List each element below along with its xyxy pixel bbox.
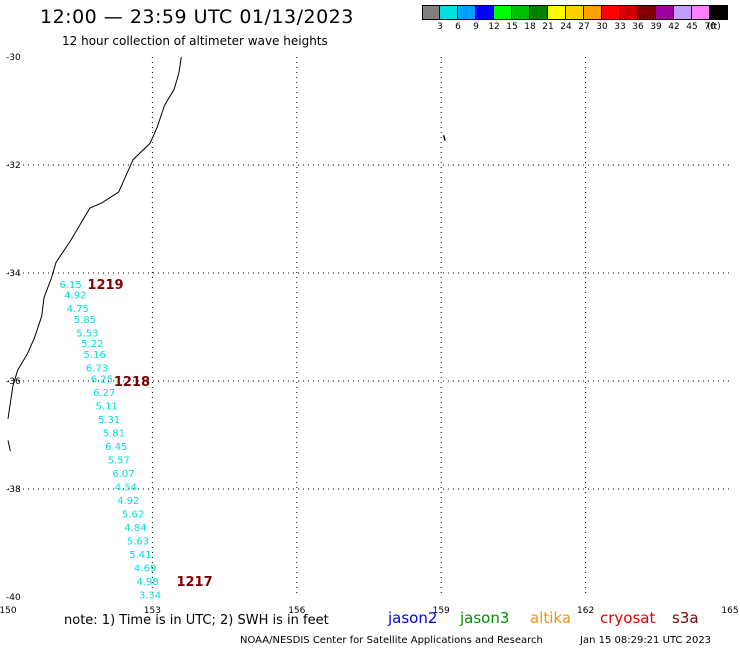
y-tick-label: -36	[6, 377, 21, 387]
wave-height-label: 6.45	[105, 442, 127, 453]
satellite-legend-item: jason3	[460, 609, 510, 627]
colorbar-swatch	[422, 5, 440, 20]
colorbar-label: 33	[614, 22, 626, 32]
wave-height-label: 4.54	[115, 482, 137, 493]
x-tick-label: 153	[144, 606, 161, 616]
colorbar-label: 18	[524, 22, 536, 32]
island-mark	[442, 135, 446, 141]
colorbar-label: 30	[596, 22, 608, 32]
colorbar-label: 39	[650, 22, 662, 32]
map-grid	[8, 57, 730, 597]
colorbar-label: 9	[473, 22, 479, 32]
colorbar-label: (ft)	[707, 22, 721, 32]
wave-height-label: 6.73	[86, 364, 108, 375]
track-time-label: 1217	[176, 575, 212, 590]
coastline-fragment	[7, 440, 11, 452]
footer-credit: NOAA/NESDIS Center for Satellite Applica…	[240, 635, 543, 646]
colorbar-label: 6	[455, 22, 461, 32]
x-tick-label: 159	[433, 606, 450, 616]
wave-height-label: 6.27	[93, 388, 115, 399]
colorbar-label: 15	[506, 22, 518, 32]
colorbar-swatch	[692, 5, 710, 20]
map-title: 12:00 — 23:59 UTC 01/13/2023	[40, 6, 354, 28]
colorbar-label: 21	[542, 22, 554, 32]
colorbar-swatch	[566, 5, 584, 20]
x-tick-label: 156	[288, 606, 305, 616]
wave-height-label: 4.92	[117, 496, 139, 507]
colorbar-swatch	[440, 5, 458, 20]
wave-height-label: 5.53	[76, 328, 98, 339]
wave-height-label: 6.25	[91, 374, 113, 385]
colorbar-label: 12	[488, 22, 500, 32]
satellite-legend-item: s3a	[672, 609, 699, 627]
map-subtitle: 12 hour collection of altimeter wave hei…	[62, 34, 328, 48]
axis-tick-labels: 150 153 156 159 162 165 -30 -32 -34 -36 -38 -40	[0, 53, 739, 616]
track-time-label: 1219	[87, 278, 123, 293]
wave-height-label: 5.16	[84, 350, 106, 361]
colorbar-frame	[422, 5, 728, 20]
y-tick-label: -38	[6, 485, 21, 495]
x-tick-label: 150	[0, 606, 17, 616]
wave-height-label: 5.62	[122, 509, 144, 520]
colorbar-label: 42	[668, 22, 680, 32]
x-tick-label: 162	[577, 606, 594, 616]
y-tick-label: -30	[6, 53, 21, 63]
plot-area	[8, 57, 730, 597]
wave-height-label: 5.22	[81, 339, 103, 350]
wave-height-label: 5.41	[129, 550, 151, 561]
footer-generated-time: Jan 15 08:29:21 UTC 2023	[580, 635, 712, 646]
y-tick-label: -40	[6, 593, 21, 603]
colorbar-swatch	[530, 5, 548, 20]
wave-height-label: 4.84	[124, 523, 146, 534]
y-tick-label: -32	[6, 161, 21, 171]
colorbar-swatch	[548, 5, 566, 20]
wave-height-label: 6.07	[112, 469, 134, 480]
wave-height-label: 5.63	[127, 536, 149, 547]
satellite-legend-item: altika	[530, 609, 572, 627]
wave-height-label: 4.75	[67, 304, 89, 315]
colorbar-swatch	[494, 5, 512, 20]
wave-height-label: 4.92	[64, 291, 86, 302]
colorbar-swatch	[602, 5, 620, 20]
colorbar-swatch	[458, 5, 476, 20]
x-tick-label: 165	[721, 606, 738, 616]
colorbar-label: 27	[578, 22, 590, 32]
colorbar-swatch	[476, 5, 494, 20]
wave-height-label: 6.15	[59, 280, 81, 291]
colorbar-label: 24	[560, 22, 572, 32]
track-time-label: 1218	[114, 375, 150, 390]
satellite-legend-item: cryosat	[600, 609, 656, 627]
colorbar-swatch	[512, 5, 530, 20]
colorbar-swatch	[638, 5, 656, 20]
coastline-path	[7, 56, 182, 419]
colorbar-swatch	[584, 5, 602, 20]
colorbar-label: 45	[686, 22, 698, 32]
wave-height-label: 3.34	[139, 590, 161, 601]
wave-height-label: 5.31	[98, 415, 120, 426]
colorbar-swatch	[656, 5, 674, 20]
wave-height-points: 6.154.924.755.855.535.225.166.736.256.27…	[59, 280, 161, 602]
track-labels: 1219 1218 1217	[87, 278, 212, 590]
colorbar-label: 70	[704, 22, 716, 32]
colorbar-label: 3	[437, 22, 443, 32]
wave-height-label: 5.11	[96, 401, 118, 412]
coastline	[7, 56, 446, 452]
wave-height-label: 5.57	[108, 455, 130, 466]
colorbar-label: 36	[632, 22, 644, 32]
wave-height-label: 5.81	[103, 428, 125, 439]
satellite-legend-item: jason2	[388, 609, 438, 627]
y-tick-label: -34	[6, 269, 21, 279]
wave-height-label: 4.98	[136, 577, 158, 588]
colorbar-swatch	[674, 5, 692, 20]
wave-height-label: 4.69	[134, 563, 156, 574]
wave-height-label: 5.85	[74, 315, 96, 326]
footer-note: note: 1) Time is in UTC; 2) SWH is in fe…	[64, 613, 329, 628]
colorbar-swatch	[620, 5, 638, 20]
